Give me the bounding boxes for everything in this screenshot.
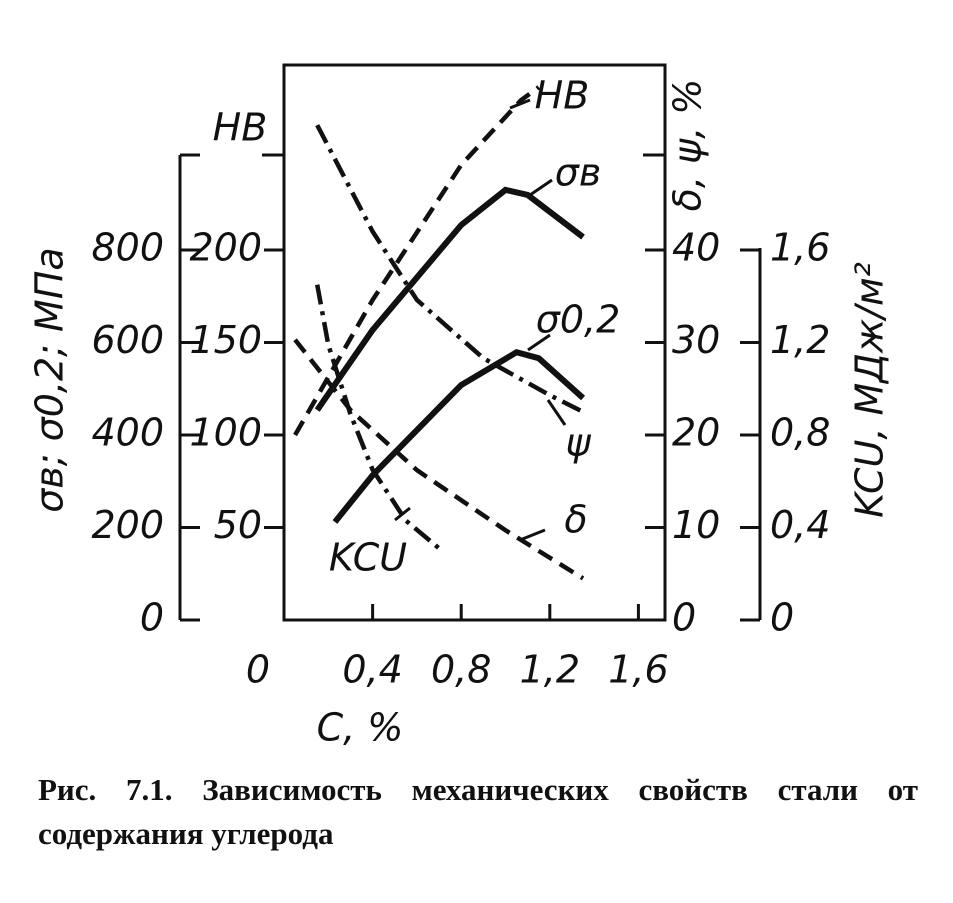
series-label: HB	[535, 74, 590, 118]
series-label: σ0,2	[536, 298, 621, 342]
series-line	[315, 124, 585, 414]
y-tick-label: 1,2	[770, 318, 830, 362]
caption-text: Зависимость механических свойств стали о…	[38, 772, 918, 851]
x-axis-label: C, %	[317, 706, 404, 750]
y-tick-label: 10	[672, 503, 720, 547]
y-tick-label: 30	[672, 318, 720, 362]
series-line	[314, 186, 585, 412]
x-tick-label: 1,2	[520, 648, 580, 692]
y-tick-label: 0	[672, 596, 696, 640]
y-tick-label: 50	[214, 503, 262, 547]
y-tick-label: 40	[672, 226, 720, 270]
series-label: KCU	[329, 536, 407, 580]
x-tick-label: 1,6	[608, 648, 668, 692]
y-tick-label: 0,4	[770, 503, 830, 547]
y-axis-label: σв; σ0,2; МПа	[28, 247, 72, 512]
y3-axis-label: δ, ψ, %	[666, 79, 710, 212]
x-tick-label: 0,4	[342, 648, 402, 692]
leader	[529, 178, 553, 197]
caption: Рис. 7.1. Зависимость механических свойс…	[38, 768, 918, 856]
y2-axis-label: HB	[213, 106, 268, 150]
x-tick-label: 0,8	[431, 648, 491, 692]
series-line	[315, 284, 441, 551]
y-tick-label: 100	[189, 411, 262, 455]
series-label: ψ	[565, 421, 591, 465]
y-tick-label: 150	[189, 318, 262, 362]
series-line	[293, 338, 585, 581]
series-label: δ	[564, 498, 587, 542]
y-tick-label: 20	[672, 411, 720, 455]
caption-label: Рис. 7.1.	[38, 772, 173, 807]
leader	[546, 399, 567, 426]
series-label: σв	[555, 151, 601, 195]
y-tick-label: 400	[91, 411, 164, 455]
y-tick-label: 800	[91, 226, 164, 270]
y4-axis-label: KCU, МДж/м²	[848, 262, 892, 518]
y-tick-label: 0,8	[770, 411, 830, 455]
leader	[519, 528, 546, 542]
x-tick-label: 0	[246, 648, 270, 692]
y-tick-label: 0	[140, 596, 164, 640]
y-tick-label: 200	[91, 503, 164, 547]
chart: C, % σв; σ0,2; МПа HB δ, ψ, % KCU, МДж/м…	[28, 63, 892, 750]
y-tick-label: 1,6	[770, 226, 830, 270]
y-tick-label: 600	[91, 318, 164, 362]
leader	[527, 333, 551, 352]
series-line	[293, 85, 541, 437]
y-tick-label: 0	[770, 596, 794, 640]
series-line	[332, 348, 586, 524]
y-tick-label: 200	[189, 226, 262, 270]
